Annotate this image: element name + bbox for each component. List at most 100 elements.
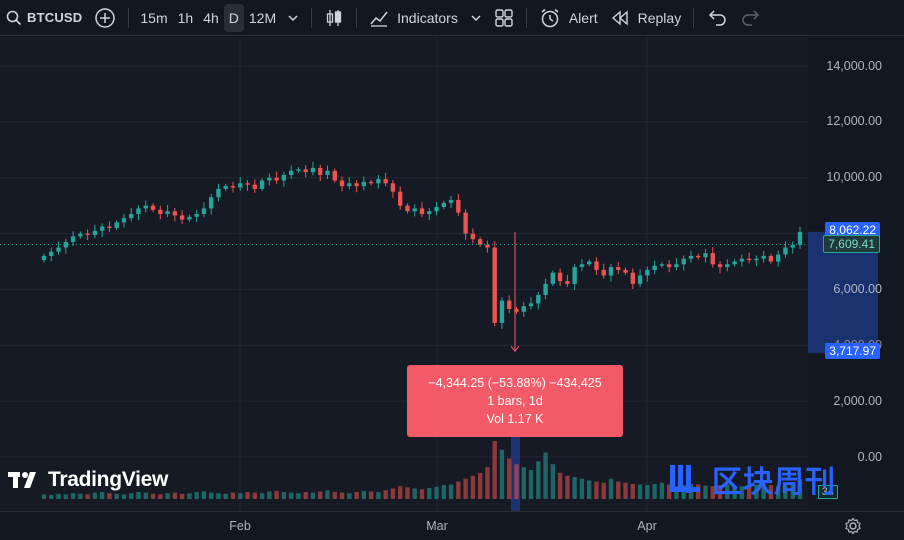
candle-body: [296, 169, 301, 171]
candle-body: [463, 212, 468, 234]
candle-body: [485, 244, 490, 248]
top-toolbar: BTCUSD 15m 1h 4h D 12M Indicators Alert …: [0, 0, 904, 36]
price-axis[interactable]: 14,000.00 12,000.00 10,000.00 6,000.00 4…: [808, 37, 904, 511]
candle-body: [318, 167, 323, 175]
volume-bar: [725, 484, 730, 499]
candle-body: [514, 308, 519, 312]
alarm-clock-icon: [541, 8, 559, 27]
candle-body: [288, 170, 294, 175]
candle-body: [150, 205, 156, 210]
measure-tooltip: −4,344.25 (−53.88%) −434,425 1 bars, 1d …: [407, 365, 623, 437]
indicators-dropdown[interactable]: [464, 4, 488, 32]
divider: [693, 7, 695, 28]
volume-bar: [201, 491, 207, 499]
volume-bar: [354, 492, 359, 499]
volume-bar: [790, 483, 795, 499]
volume-bar: [550, 464, 556, 499]
candle-body: [398, 191, 403, 206]
compare-symbol-button[interactable]: [88, 4, 122, 32]
interval-1h[interactable]: 1h: [177, 9, 194, 26]
alert-button[interactable]: Alert: [533, 4, 604, 32]
volume-bar: [703, 485, 708, 499]
volume-bar: [514, 464, 519, 499]
undo-button[interactable]: [700, 4, 734, 32]
candle-body: [681, 258, 686, 265]
redo-button[interactable]: [734, 4, 768, 32]
candle-body: [238, 183, 243, 188]
volume-bar: [507, 458, 512, 499]
divider: [525, 7, 527, 28]
volume-bar: [92, 492, 98, 499]
volume-bar: [165, 493, 170, 499]
volume-bar: [761, 483, 766, 499]
chart-pane[interactable]: 14,000.00 12,000.00 10,000.00 6,000.00 4…: [0, 37, 904, 511]
candle-body: [528, 303, 534, 307]
layout-button[interactable]: [488, 4, 520, 32]
alert-label: Alert: [568, 9, 598, 26]
time-axis[interactable]: Feb Mar Apr: [0, 511, 904, 540]
chart-type-button[interactable]: [318, 4, 350, 32]
range-12m[interactable]: 12M: [248, 9, 277, 26]
measure-arrow-head: [510, 345, 520, 352]
volume-bar: [274, 490, 279, 499]
replay-button[interactable]: Replay: [604, 4, 688, 32]
symbol-search[interactable]: BTCUSD: [0, 4, 88, 32]
volume-bar: [521, 467, 526, 499]
candle-body: [230, 186, 236, 188]
volume-bar: [325, 490, 330, 499]
volume-bar: [456, 481, 461, 499]
candle-body: [557, 272, 563, 282]
candle-body: [41, 255, 47, 261]
volume-bar: [768, 485, 774, 499]
candle-body: [746, 258, 752, 261]
volume-bar: [143, 492, 148, 499]
candle-body: [565, 281, 570, 284]
volume-bar: [616, 481, 621, 499]
volume-bar: [666, 484, 672, 499]
volume-bar: [746, 485, 752, 499]
candle-body: [216, 188, 221, 198]
price-axis-label: 14,000.00: [826, 59, 882, 73]
candle-body: [252, 184, 257, 189]
indicators-button[interactable]: Indicators: [363, 4, 464, 32]
redo-icon: [742, 9, 760, 26]
volume-bar: [587, 480, 592, 499]
watermark-mark-icon: [670, 465, 700, 493]
chart-settings-button[interactable]: [844, 517, 862, 540]
candle-body: [361, 181, 367, 187]
volume-bar: [732, 485, 737, 499]
volume-bar: [754, 484, 759, 499]
volume-bar: [485, 467, 490, 499]
candle-body: [776, 254, 781, 262]
time-axis-label: Apr: [637, 519, 657, 533]
candle-body: [441, 202, 446, 208]
volume-bar: [129, 493, 134, 499]
candle-body: [419, 208, 425, 215]
candle-body: [725, 264, 730, 268]
candle-body: [412, 208, 417, 212]
candle-body: [637, 275, 643, 284]
measure-volume: Vol 1.17 K: [486, 412, 544, 426]
interval-d[interactable]: D: [223, 3, 244, 32]
candle-body: [114, 222, 119, 228]
volume-bar: [645, 485, 650, 499]
measure-low-tag: 3,717.97: [825, 343, 880, 359]
volume-bar: [419, 489, 425, 499]
plus-circle-icon: [95, 7, 116, 28]
tradingview-mark-icon: [8, 472, 36, 488]
interval-dropdown[interactable]: [281, 4, 305, 32]
candle-body: [383, 179, 388, 184]
candle-body: [499, 300, 505, 323]
volume-bar: [70, 493, 76, 499]
candle-body: [347, 183, 352, 187]
candle-body: [659, 264, 665, 266]
price-axis-label: 2,000.00: [833, 394, 882, 408]
price-chart[interactable]: [0, 37, 904, 511]
interval-15m[interactable]: 15m: [140, 9, 168, 26]
time-axis-label: Feb: [229, 519, 251, 533]
interval-4h[interactable]: 4h: [203, 9, 219, 26]
candle-body: [259, 180, 265, 189]
candle-body: [616, 267, 621, 270]
candle-body: [543, 283, 548, 296]
tradingview-logo[interactable]: TradingView: [8, 468, 168, 492]
